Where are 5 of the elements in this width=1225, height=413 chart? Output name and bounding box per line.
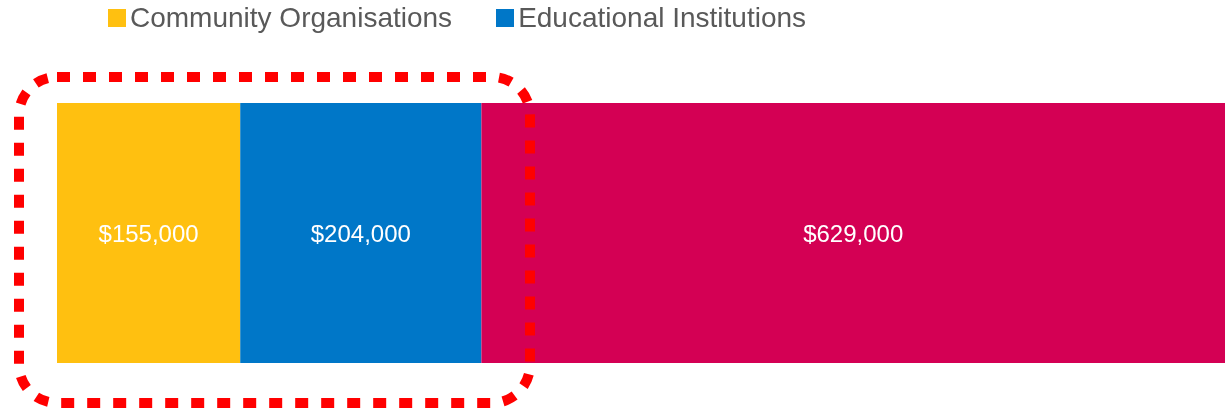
data-label: $155,000: [98, 219, 199, 247]
data-label: $629,000: [803, 219, 904, 247]
legend-label: Community Organisations: [130, 2, 453, 34]
legend-label: Educational Institutions: [518, 2, 807, 34]
data-label: $204,000: [310, 219, 411, 247]
